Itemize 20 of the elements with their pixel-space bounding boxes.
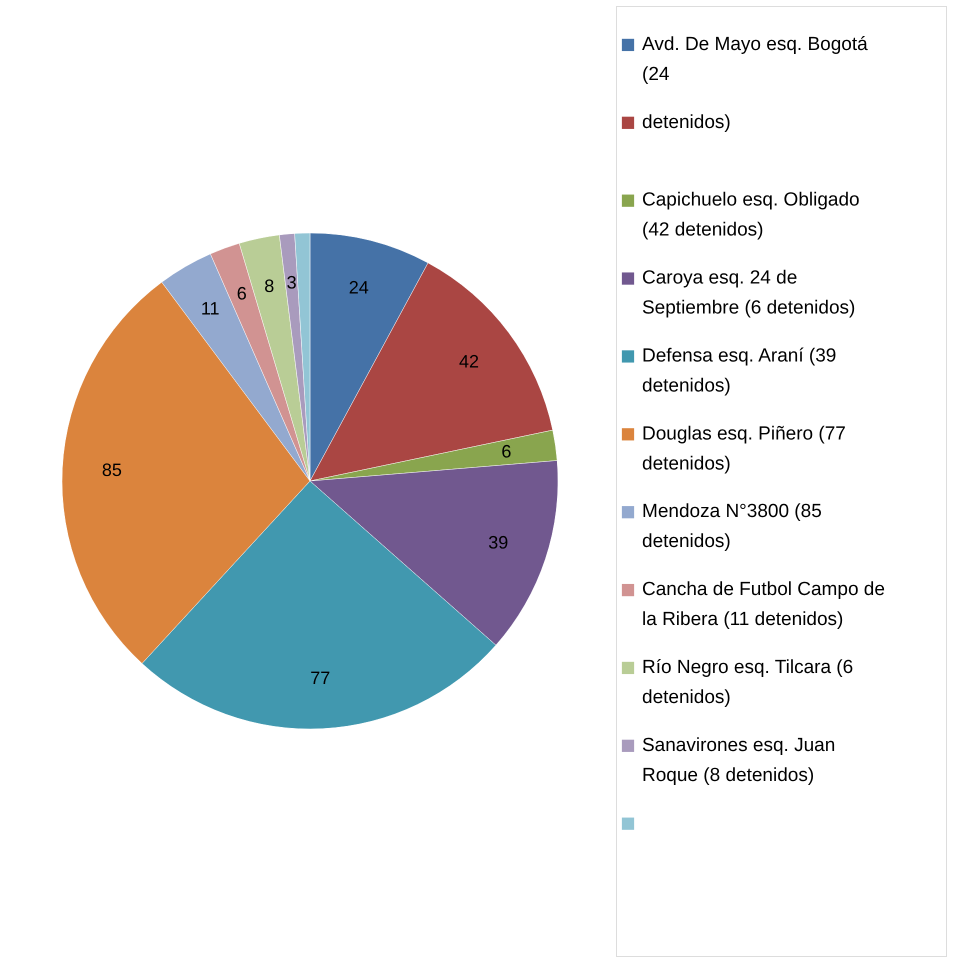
data-label: 42: [459, 351, 480, 372]
data-label: 11: [200, 298, 220, 319]
data-label: 24: [348, 278, 369, 298]
legend-label: Douglas esq. Piñero (77 detenidos): [642, 423, 846, 474]
legend-label: Caroya esq. 24 de Septiembre (6 detenidos): [642, 268, 856, 319]
data-label: 8: [264, 276, 274, 296]
legend-label: Avd. De Mayo esq. Bogotá (24: [642, 34, 868, 85]
data-label: 6: [501, 441, 512, 462]
legend-label: Mendoza N°3800 (85 detenidos): [642, 501, 822, 552]
legend-label: Río Negro esq. Tilcara (6 detenidos): [642, 656, 854, 708]
data-label: 39: [488, 532, 508, 552]
legend-label: Defensa esq. Araní (39 detenidos): [642, 345, 836, 396]
data-label: 85: [102, 460, 122, 480]
data-label: 3: [286, 272, 297, 292]
data-label: 6: [236, 284, 247, 304]
legend-label: Sanavirones esq. Juan Roque (8 detenidos): [642, 734, 836, 786]
data-label: 77: [310, 668, 330, 688]
legend-label: detenidos): [642, 112, 731, 133]
legend-label: Capichuelo esq. Obligado (42 detenidos): [642, 190, 860, 241]
legend-label: Cancha de Futbol Campo de la Ribera (11 detenidos): [642, 579, 885, 630]
